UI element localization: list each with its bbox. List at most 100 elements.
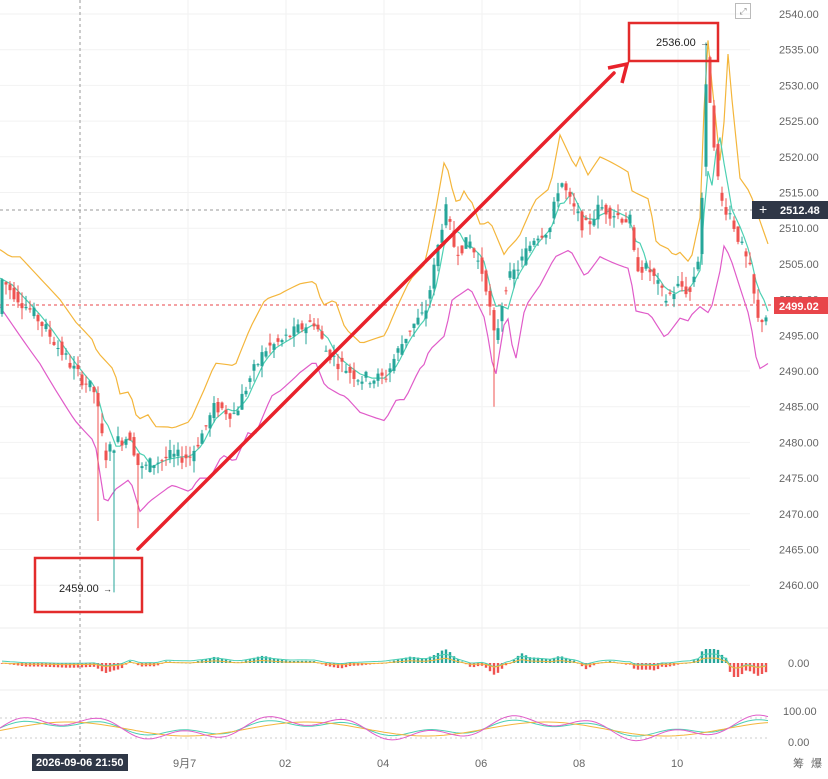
candle-body bbox=[376, 373, 380, 381]
macd-bar bbox=[712, 649, 716, 663]
candle-body bbox=[196, 444, 200, 447]
candle-body bbox=[68, 362, 72, 368]
macd-bar bbox=[280, 659, 284, 663]
candle-body bbox=[340, 357, 344, 362]
y-tick-label: 2515.00 bbox=[779, 188, 819, 200]
macd-bar bbox=[452, 656, 456, 663]
macd-bar bbox=[564, 657, 568, 663]
candle-body bbox=[524, 248, 528, 265]
candle-body bbox=[624, 219, 628, 223]
bollinger-upper-line bbox=[0, 40, 769, 429]
candle-body bbox=[588, 221, 592, 225]
candle-body bbox=[132, 437, 136, 456]
candle-body bbox=[616, 213, 620, 216]
x-label-sep7: 9月7 bbox=[173, 758, 196, 770]
moving-average-line bbox=[0, 137, 769, 468]
macd-bar bbox=[536, 657, 540, 663]
candle-body bbox=[124, 439, 128, 445]
chips-icon[interactable]: 筹 bbox=[793, 756, 804, 770]
macd-bar bbox=[640, 663, 644, 670]
candle-body bbox=[168, 450, 172, 459]
candle-body bbox=[8, 284, 12, 291]
candle-body bbox=[64, 353, 68, 355]
candle-body bbox=[492, 310, 496, 331]
candle-body bbox=[676, 283, 680, 287]
candle-body bbox=[448, 219, 452, 222]
candle-body bbox=[156, 462, 160, 464]
macd-bar bbox=[208, 658, 212, 663]
macd-bar bbox=[328, 663, 332, 667]
candle-body bbox=[440, 229, 444, 243]
macd-bar bbox=[556, 656, 560, 663]
candle-body bbox=[540, 235, 544, 238]
macd-bar bbox=[44, 663, 48, 667]
candle-body bbox=[508, 271, 512, 278]
candle-body bbox=[432, 264, 436, 289]
macd-bar bbox=[660, 663, 664, 667]
candle-body bbox=[384, 378, 388, 380]
macd-bar bbox=[724, 657, 728, 663]
low-annotation[interactable]: 2459.00 → bbox=[33, 556, 144, 614]
fullscreen-icon[interactable]: ⤢ bbox=[735, 3, 751, 19]
high-annotation[interactable]: 2536.00 → bbox=[627, 21, 720, 63]
candle-body bbox=[332, 355, 336, 357]
crosshair-price: 2512.48 bbox=[780, 205, 820, 217]
trend-arrow[interactable] bbox=[136, 61, 630, 551]
candle-body bbox=[32, 307, 36, 317]
candle-body bbox=[12, 287, 16, 300]
x-label-06: 06 bbox=[475, 758, 487, 770]
macd-bar bbox=[220, 658, 224, 663]
macd-bar bbox=[588, 663, 592, 668]
candle-body bbox=[324, 350, 328, 352]
macd-bar bbox=[540, 658, 544, 663]
candle-body bbox=[544, 234, 548, 238]
macd-bar bbox=[524, 655, 528, 663]
candle-body bbox=[604, 204, 608, 215]
candle-body bbox=[536, 238, 540, 241]
macd-bar bbox=[552, 657, 556, 663]
y-tick-label: 2530.00 bbox=[779, 80, 819, 92]
macd-bar bbox=[440, 650, 444, 663]
time-axis[interactable]: 2026-09-06 21:50 9月7 02 04 06 08 10 筹 爆 bbox=[32, 754, 822, 771]
kdj-d-line bbox=[0, 721, 769, 737]
candle-body bbox=[212, 403, 216, 419]
candle-body bbox=[740, 241, 744, 243]
x-label-04: 04 bbox=[377, 758, 389, 770]
candle-body bbox=[720, 192, 724, 201]
y-tick-label: 2460.00 bbox=[779, 580, 819, 592]
candle-body bbox=[224, 409, 228, 415]
macd-bar bbox=[148, 663, 152, 667]
candle-body bbox=[44, 324, 48, 330]
candle-body bbox=[308, 320, 312, 322]
high-price-label: 2536.00 bbox=[656, 37, 696, 49]
liquidation-icon[interactable]: 爆 bbox=[811, 756, 822, 770]
macd-bar bbox=[104, 663, 108, 673]
candle-body bbox=[436, 244, 440, 267]
macd-bar bbox=[224, 659, 228, 663]
candle-body bbox=[712, 105, 716, 148]
candle-body bbox=[552, 201, 556, 219]
x-label-08: 08 bbox=[573, 758, 585, 770]
macd-bar bbox=[560, 656, 564, 663]
candle-body bbox=[148, 458, 152, 473]
macd-bar bbox=[568, 659, 572, 663]
candle-body bbox=[688, 287, 692, 292]
candle-body bbox=[108, 444, 112, 452]
macd-bar bbox=[760, 663, 764, 674]
candle-body bbox=[636, 257, 640, 272]
candle-body bbox=[172, 453, 176, 457]
macd-bar bbox=[764, 663, 768, 673]
candle-body bbox=[272, 344, 276, 350]
candle-body bbox=[4, 282, 8, 285]
candle-body bbox=[292, 326, 296, 337]
candle-body bbox=[240, 393, 244, 410]
macd-bar bbox=[68, 663, 72, 668]
candle-body bbox=[560, 183, 564, 187]
macd-bar bbox=[248, 658, 252, 663]
macd-bar bbox=[272, 658, 276, 663]
candle-body bbox=[56, 347, 60, 349]
candle-body bbox=[48, 329, 52, 337]
candle-body bbox=[556, 193, 560, 202]
candle-body bbox=[476, 260, 480, 262]
